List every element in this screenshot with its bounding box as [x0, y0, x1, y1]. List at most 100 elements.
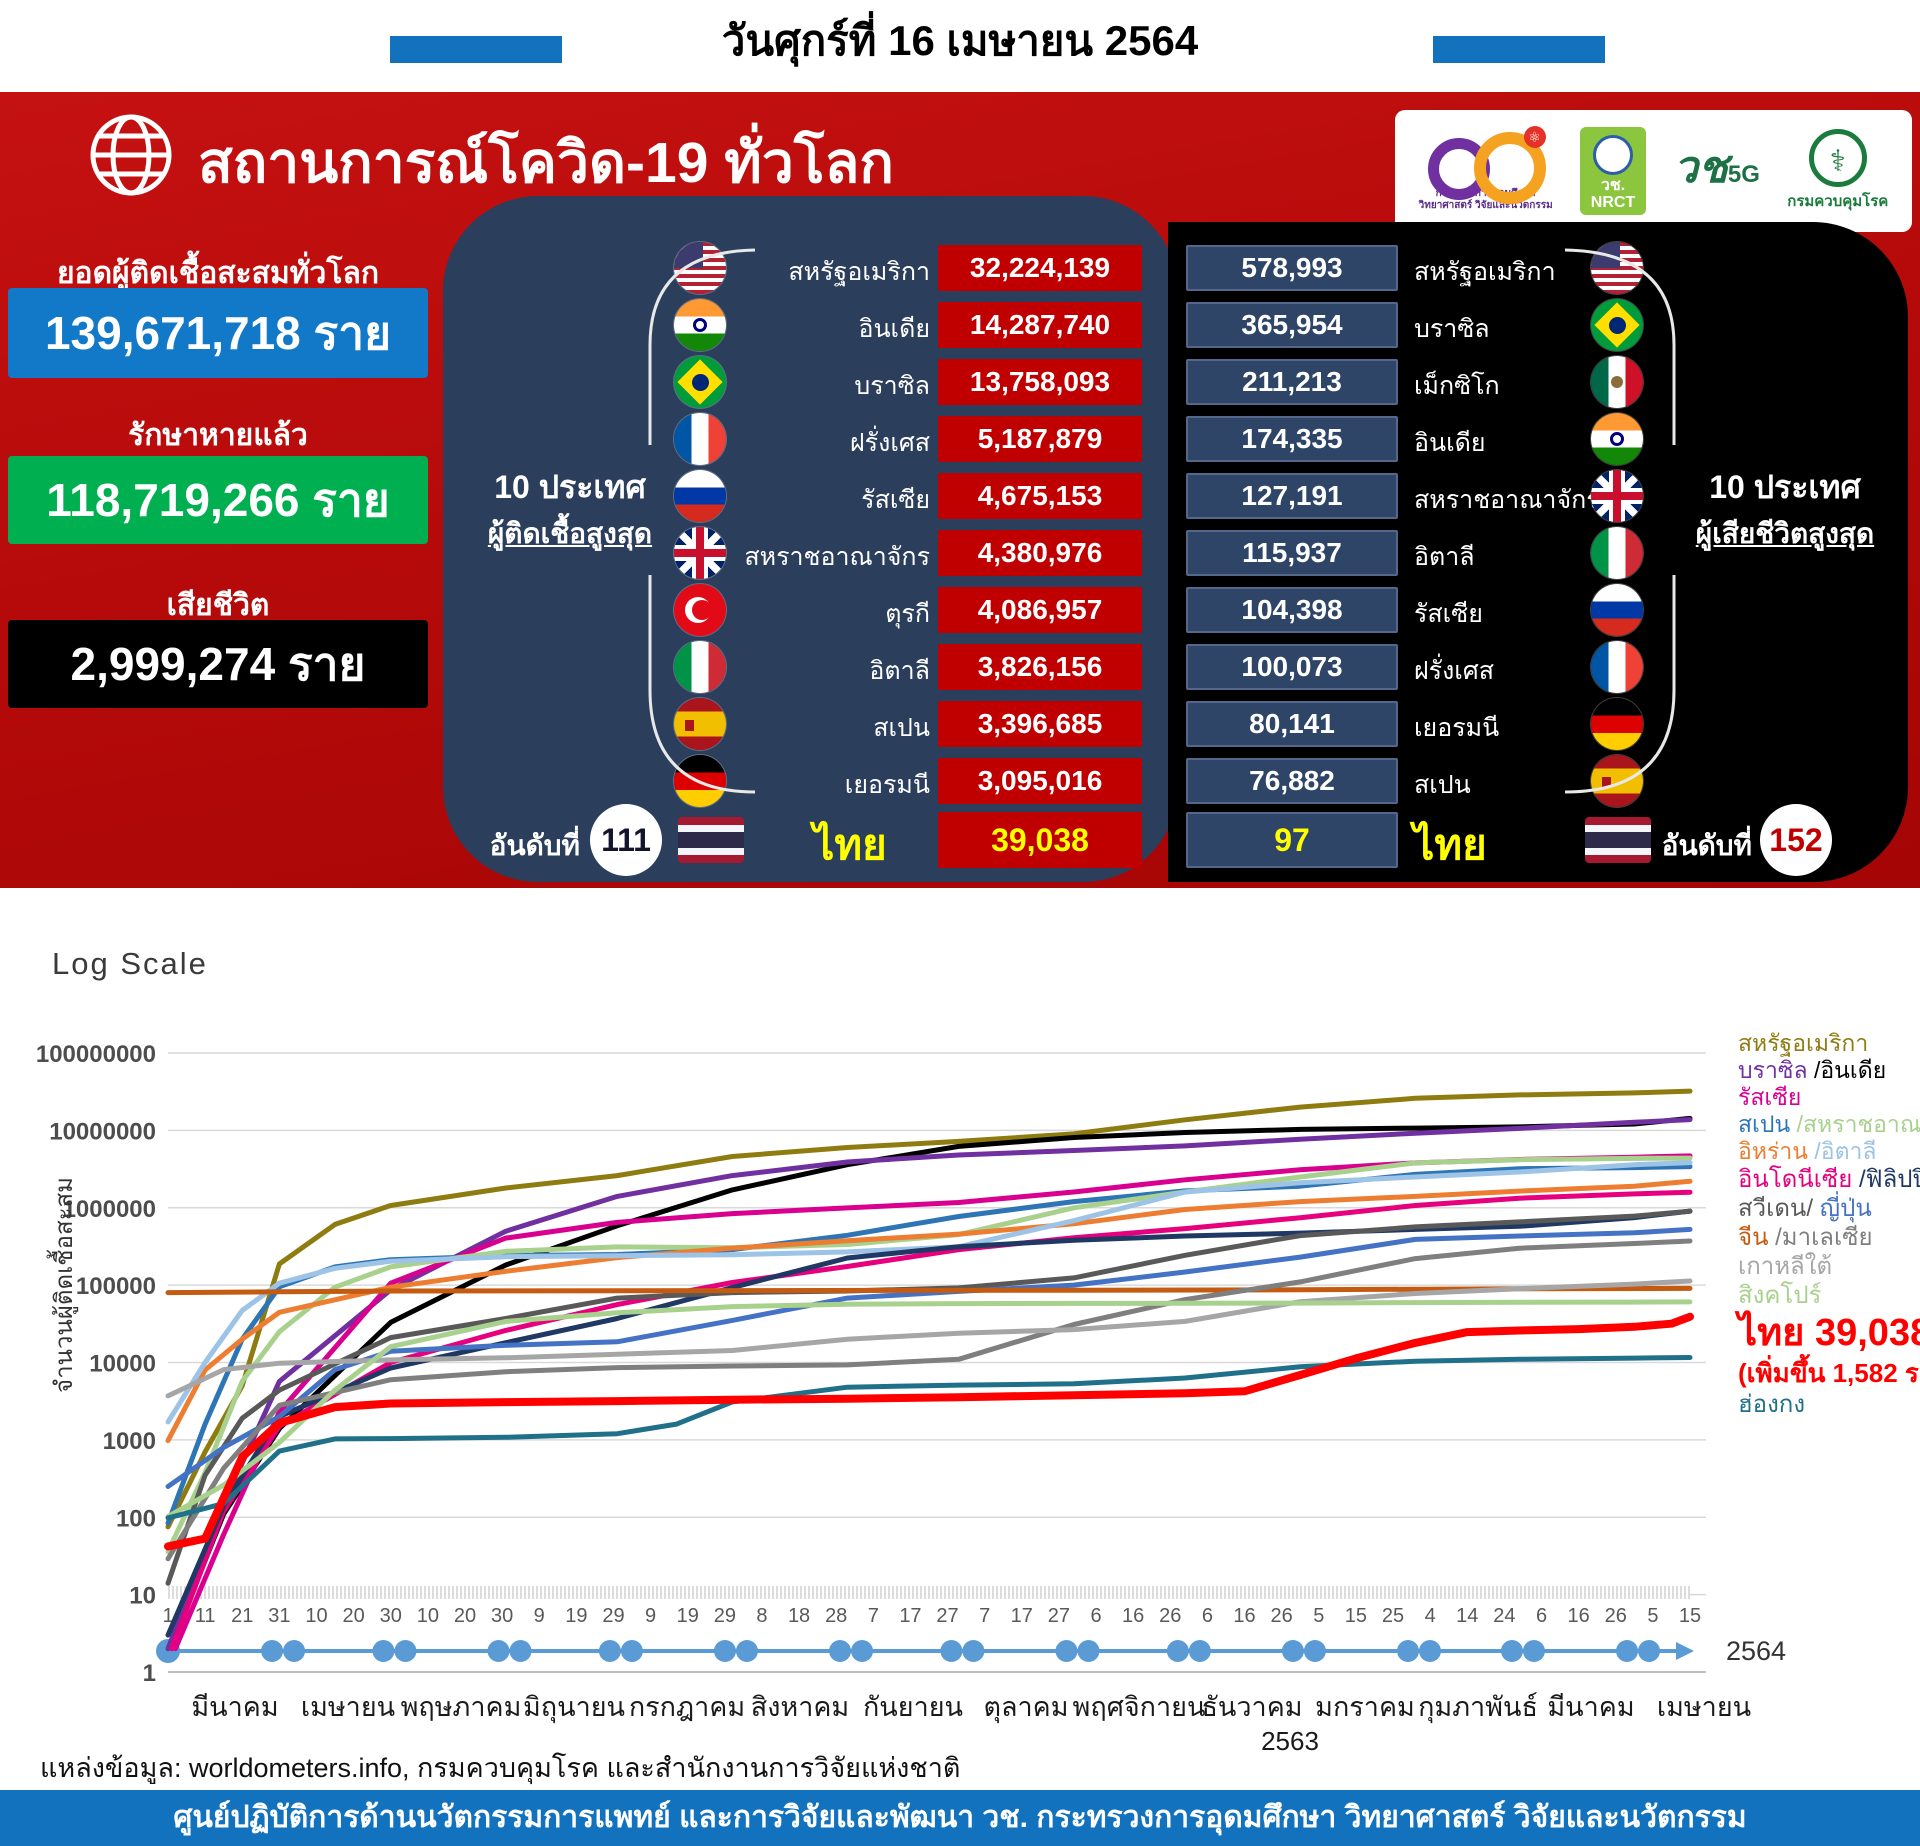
legend-entry: อิหร่าน /อิตาลี: [1738, 1138, 1920, 1165]
thailand-death-rank: 152: [1760, 804, 1832, 876]
deaths-group-label: 10 ประเทศ: [1709, 469, 1861, 505]
svg-text:7: 7: [868, 1605, 879, 1627]
svg-text:28: 28: [825, 1605, 847, 1627]
svg-text:29: 29: [602, 1605, 624, 1627]
svg-text:8: 8: [756, 1605, 767, 1627]
infection-country-name: บราซิล: [854, 372, 930, 400]
svg-text:ตุลาคม: ตุลาคม: [983, 1692, 1068, 1724]
fr-flag-icon: [1591, 641, 1643, 693]
svg-text:6: 6: [1536, 1605, 1547, 1627]
log-scale-label: Log Scale: [52, 946, 208, 981]
svg-text:1000000: 1000000: [63, 1196, 156, 1223]
svg-text:19: 19: [565, 1605, 587, 1627]
mhesi-logo-icon: ⚛ กระทรวงการอุดมศึกษา วิทยาศาสตร์ วิจัยแล…: [1419, 126, 1553, 212]
date-accent-bar-right: [1433, 36, 1605, 63]
svg-text:7: 7: [979, 1605, 990, 1627]
infection-count: 4,086,957: [938, 587, 1142, 633]
ru-flag-icon: [1591, 584, 1643, 636]
legend-entry: (เพิ่มขึ้น 1,582 ราย): [1738, 1356, 1920, 1390]
legend-country-label: /ฟิลิปปินส์: [1858, 1166, 1920, 1193]
agency-logos: ⚛ กระทรวงการอุดมศึกษา วิทยาศาสตร์ วิจัยแล…: [1395, 110, 1912, 232]
chart-legend: สหรัฐอเมริกา บราซิล /อินเดีย รัสเซีย สเปน /…: [1738, 1030, 1920, 1419]
report-date: วันศุกร์ที่ 16 เมษายน 2564: [721, 17, 1199, 64]
svg-text:30: 30: [380, 1605, 402, 1627]
svg-text:10: 10: [417, 1605, 439, 1627]
svg-text:4: 4: [1425, 1605, 1436, 1627]
svg-text:29: 29: [714, 1605, 736, 1627]
legend-country-label: ญี่ปุ่น: [1819, 1195, 1872, 1222]
death-count: 127,191: [1186, 473, 1398, 519]
death-count: 100,073: [1186, 644, 1398, 690]
death-count: 365,954: [1186, 302, 1398, 348]
us-flag-icon: [1591, 242, 1643, 294]
svg-text:11: 11: [195, 1605, 216, 1627]
svg-text:27: 27: [1048, 1605, 1070, 1627]
death-country-name: บราซิล: [1414, 315, 1490, 343]
es-flag-icon: [1591, 755, 1643, 807]
svg-text:15: 15: [1679, 1605, 1701, 1627]
series-สหราชอาณาจักร: [165, 1155, 1693, 1555]
infection-count: 4,675,153: [938, 473, 1142, 519]
infection-country-name: ตุรกี: [885, 600, 930, 628]
svg-text:6: 6: [1202, 1605, 1213, 1627]
svg-text:30: 30: [491, 1605, 513, 1627]
svg-text:17: 17: [1011, 1605, 1033, 1627]
svg-text:16: 16: [1568, 1605, 1590, 1627]
globe-icon: [88, 112, 174, 203]
infection-count: 3,396,685: [938, 701, 1142, 747]
svg-text:10000: 10000: [89, 1351, 156, 1378]
death-country-name: อินเดีย: [1414, 429, 1486, 457]
death-count: 104,398: [1186, 587, 1398, 633]
thailand-infection-count: 39,038: [938, 812, 1142, 868]
death-count: 211,213: [1186, 359, 1398, 405]
legend-country-label: /สหราชอาณาจักร: [1796, 1111, 1920, 1137]
svg-text:จำนวนผู้ติดเชื้อสะสม: จำนวนผู้ติดเชื้อสะสม: [46, 1177, 79, 1393]
svg-text:20: 20: [454, 1605, 476, 1627]
legend-country-label: สิงคโปร์: [1738, 1282, 1822, 1309]
death-country-name: สหราชอาณาจักร: [1414, 486, 1600, 514]
infection-country-name: สหราชอาณาจักร: [744, 543, 930, 571]
thailand-infection-rank: 111: [590, 804, 662, 876]
svg-text:เมษายน: เมษายน: [301, 1692, 395, 1722]
legend-country-label: รัสเซีย: [1738, 1084, 1802, 1110]
legend-entry: อินโดนีเซีย /ฟิลิปปินส์: [1738, 1165, 1920, 1194]
in-flag-icon: [1591, 413, 1643, 465]
death-count: 174,335: [1186, 416, 1398, 462]
svg-text:กรกฎาคม: กรกฎาคม: [629, 1692, 745, 1722]
death-count: 578,993: [1186, 245, 1398, 291]
svg-text:17: 17: [899, 1605, 921, 1627]
infection-count: 5,187,879: [938, 416, 1142, 462]
svg-text:100000: 100000: [76, 1273, 156, 1300]
legend-entry: บราซิล /อินเดีย: [1738, 1057, 1920, 1084]
svg-text:31: 31: [268, 1605, 290, 1627]
svg-text:ธันวาคม: ธันวาคม: [1201, 1692, 1302, 1722]
legend-entry: จีน /มาเลเซีย: [1738, 1223, 1920, 1252]
legend-country-label: /มาเลเซีย: [1775, 1224, 1873, 1251]
svg-text:1: 1: [143, 1660, 156, 1687]
infections-group-label: 10 ประเทศ: [494, 469, 646, 505]
svg-text:26: 26: [1605, 1605, 1627, 1627]
deaths-value: 2,999,274 ราย: [8, 620, 428, 708]
svg-text:25: 25: [1382, 1605, 1404, 1627]
series-รัสเซีย: [172, 1153, 1693, 1652]
recovered-value: 118,719,266 ราย: [8, 456, 428, 544]
legend-country-label: สวีเดน/: [1738, 1195, 1820, 1222]
svg-text:มีนาคม: มีนาคม: [191, 1692, 278, 1722]
svg-text:6: 6: [1090, 1605, 1101, 1627]
svg-text:100000000: 100000000: [36, 1041, 156, 1068]
legend-entry: สิงคโปร์: [1738, 1281, 1920, 1310]
infection-country-name: อิตาลี: [869, 657, 930, 685]
series-สหรัฐอเมริกา: [165, 1088, 1693, 1530]
svg-text:9: 9: [645, 1605, 656, 1627]
svg-text:18: 18: [788, 1605, 810, 1627]
svg-text:มีนาคม: มีนาคม: [1547, 1692, 1634, 1722]
svg-text:24: 24: [1493, 1605, 1515, 1627]
series-อินเดีย: [172, 1115, 1693, 1638]
infection-country-name: อินเดีย: [858, 315, 930, 343]
legend-country-label: /อินเดีย: [1813, 1057, 1887, 1083]
br-flag-icon: [1591, 299, 1643, 351]
infection-count: 3,826,156: [938, 644, 1142, 690]
death-country-name: อิตาลี: [1414, 543, 1475, 571]
thailand-label: ไทย: [1413, 821, 1487, 868]
svg-text:16: 16: [1122, 1605, 1144, 1627]
